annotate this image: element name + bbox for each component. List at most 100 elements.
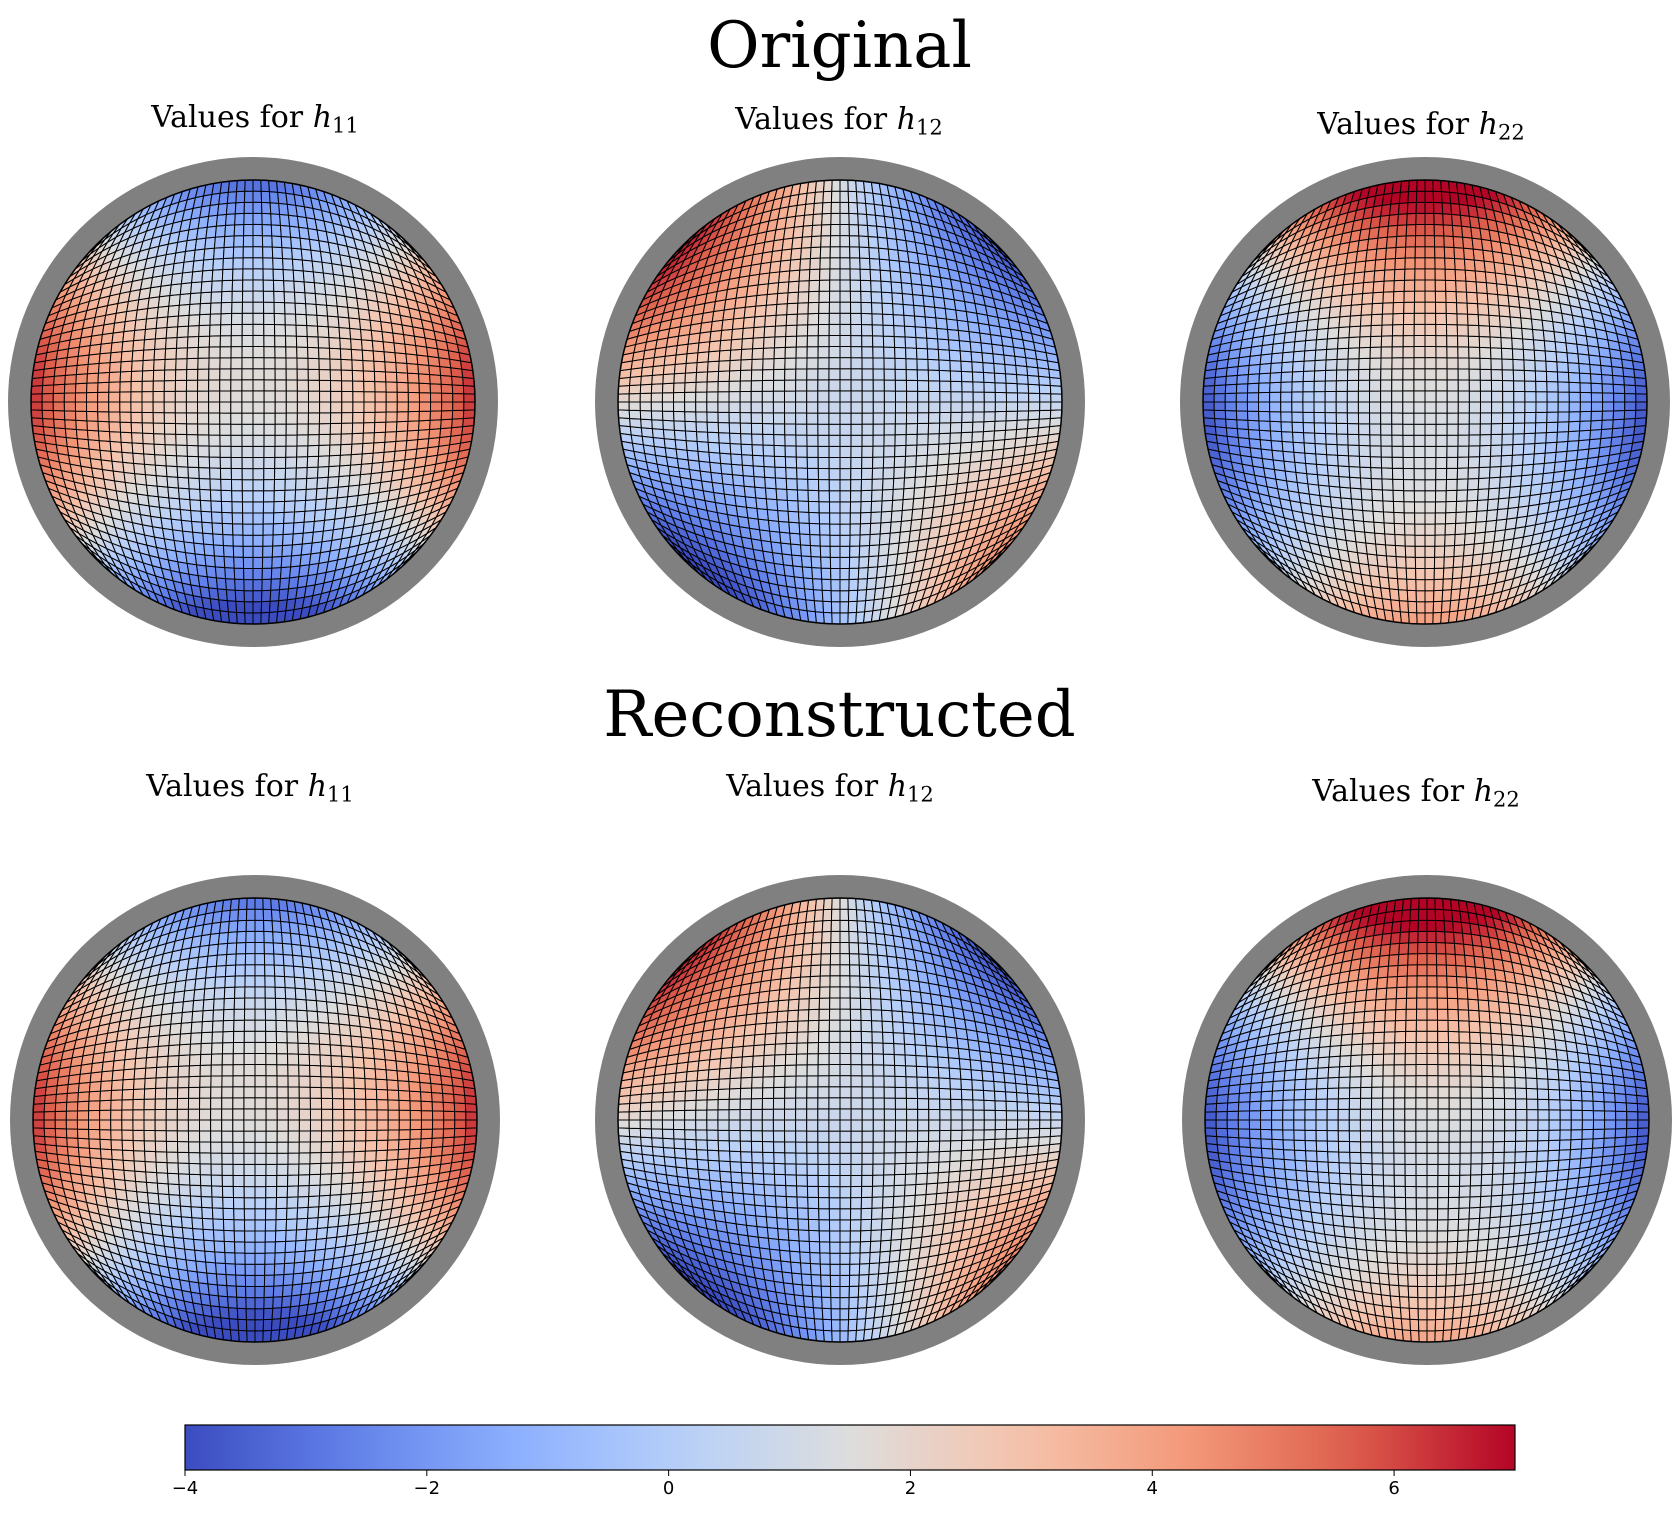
mesh-cell bbox=[305, 314, 319, 327]
mesh-cell bbox=[971, 421, 985, 433]
mesh-cell bbox=[262, 279, 275, 292]
mesh-cell bbox=[1394, 246, 1407, 260]
mesh-cell bbox=[219, 346, 232, 359]
mesh-cell bbox=[108, 381, 121, 393]
mesh-cell bbox=[317, 336, 331, 349]
mesh-cell bbox=[1446, 335, 1459, 348]
mesh-cell bbox=[1393, 268, 1406, 282]
mesh-cell bbox=[189, 499, 202, 512]
mesh-cell bbox=[1457, 401, 1470, 414]
mesh-cell bbox=[152, 412, 165, 424]
mesh-cell bbox=[252, 268, 264, 281]
mesh-cell bbox=[870, 280, 883, 293]
mesh-cell bbox=[817, 467, 830, 481]
mesh-cell bbox=[1566, 352, 1580, 364]
mesh-cell bbox=[1381, 478, 1394, 491]
mesh-cell bbox=[54, 1119, 67, 1130]
mesh-cell bbox=[1444, 257, 1456, 271]
mesh-cell bbox=[230, 357, 243, 370]
mesh-cell bbox=[252, 412, 265, 425]
mesh-cell bbox=[156, 305, 170, 319]
mesh-cell bbox=[928, 380, 941, 392]
mesh-cell bbox=[236, 611, 246, 625]
mesh-cell bbox=[373, 370, 387, 383]
mesh-cell bbox=[839, 567, 850, 581]
mesh-cell bbox=[1347, 455, 1361, 468]
mesh-cell bbox=[371, 340, 385, 353]
mesh-cell bbox=[252, 578, 263, 592]
mesh-cell bbox=[407, 410, 420, 422]
mesh-cell bbox=[1235, 410, 1249, 421]
mesh-cell bbox=[242, 246, 254, 259]
mesh-cell bbox=[1466, 499, 1479, 513]
mesh-cell bbox=[97, 381, 110, 393]
mesh-cell bbox=[1444, 522, 1457, 536]
mesh-cell bbox=[1269, 362, 1283, 374]
mesh-cell bbox=[263, 445, 276, 458]
mesh-cell bbox=[1369, 434, 1382, 447]
mesh-cell bbox=[752, 326, 766, 339]
mesh-cell bbox=[1477, 314, 1491, 327]
mesh-cell bbox=[938, 359, 951, 372]
mesh-cell bbox=[839, 578, 850, 592]
mesh-cell bbox=[157, 294, 171, 308]
mesh-cell bbox=[143, 338, 156, 351]
mesh-cell bbox=[1336, 444, 1350, 457]
mesh-cell bbox=[1270, 440, 1284, 452]
mesh-cell bbox=[163, 401, 176, 414]
mesh-cell bbox=[911, 283, 924, 297]
mesh-cell bbox=[817, 323, 830, 337]
mesh-cell bbox=[1392, 500, 1405, 514]
mesh-cell bbox=[1511, 348, 1525, 361]
mesh-cell bbox=[762, 455, 776, 468]
mesh-cell bbox=[1544, 441, 1558, 454]
mesh-cell bbox=[1358, 434, 1371, 447]
mesh-cell bbox=[97, 371, 111, 384]
mesh-cell bbox=[263, 490, 275, 503]
mesh-cell bbox=[892, 488, 905, 501]
mesh-cell bbox=[324, 507, 337, 521]
mesh-cell bbox=[1491, 390, 1504, 403]
mesh-cell bbox=[295, 335, 309, 348]
mesh-cell bbox=[133, 462, 147, 476]
mesh-cell bbox=[857, 567, 869, 580]
mesh-cell bbox=[219, 323, 232, 337]
mesh-cell bbox=[806, 368, 819, 381]
mesh-cell bbox=[312, 519, 326, 533]
mesh-cell bbox=[923, 305, 937, 319]
mesh-cell bbox=[839, 401, 852, 414]
mesh-cell bbox=[1394, 544, 1407, 558]
mesh-cell bbox=[1387, 577, 1399, 591]
mesh-cell bbox=[617, 385, 631, 395]
mesh-cell bbox=[52, 410, 66, 421]
mesh-cell bbox=[230, 368, 243, 381]
mesh-cell bbox=[263, 368, 276, 381]
panel-title-reconstructed-h11: Values for h11 bbox=[146, 769, 354, 807]
mesh-cell bbox=[1496, 283, 1509, 297]
mesh-cell bbox=[385, 391, 398, 403]
mesh-cell bbox=[1613, 392, 1626, 403]
mesh-cell bbox=[888, 259, 901, 273]
mesh-cell bbox=[819, 257, 831, 270]
mesh-cell bbox=[350, 338, 363, 351]
mesh-cell bbox=[306, 466, 319, 480]
mesh-cell bbox=[850, 412, 863, 425]
mesh-cell bbox=[1224, 383, 1238, 394]
mesh-cell bbox=[41, 401, 54, 412]
mesh-cell bbox=[273, 489, 286, 503]
mesh-cell bbox=[949, 359, 962, 372]
mesh-cell bbox=[1246, 410, 1260, 422]
mesh-cell bbox=[451, 409, 465, 420]
mesh-cell bbox=[335, 496, 349, 510]
mesh-cell bbox=[1407, 190, 1418, 204]
mesh-cell bbox=[866, 566, 879, 580]
mesh-cell bbox=[871, 324, 884, 337]
mesh-cell bbox=[1555, 351, 1569, 364]
mesh-cell bbox=[1327, 475, 1341, 488]
mesh-cell bbox=[983, 381, 996, 393]
mesh-cell bbox=[828, 290, 841, 303]
mesh-cell bbox=[894, 401, 908, 414]
mesh-cell bbox=[318, 412, 332, 425]
mesh-cell bbox=[176, 325, 189, 338]
mesh-cell bbox=[215, 577, 227, 591]
